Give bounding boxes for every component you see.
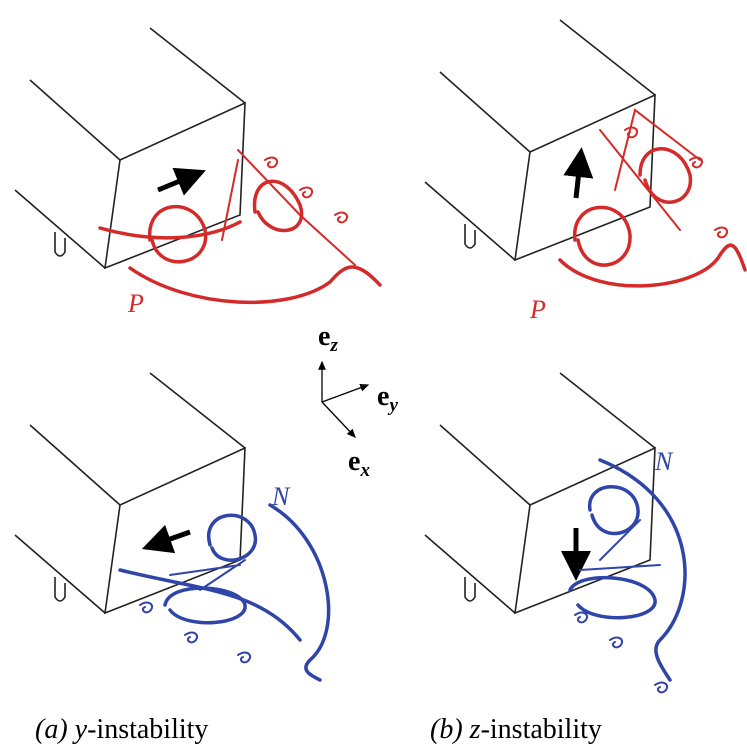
panel-a-top: P [15,28,380,318]
caption: (b) z-instability [430,714,602,745]
axis-label: ey [377,381,398,416]
panel-a-bottom: N [15,373,329,680]
panel-label: N [271,482,291,511]
panel-b-top: P [425,20,745,324]
panel-label: P [127,289,144,318]
figure: P P N N ez ey [0,0,747,754]
axes-triad: ez ey ex [318,321,398,481]
axis-label: ez [318,321,338,356]
panel-label: N [654,447,674,476]
panel-label: P [529,295,546,324]
panel-b-bottom: N [425,373,685,692]
axis-label: ex [348,446,370,481]
caption: (a) y-instability [35,714,208,745]
